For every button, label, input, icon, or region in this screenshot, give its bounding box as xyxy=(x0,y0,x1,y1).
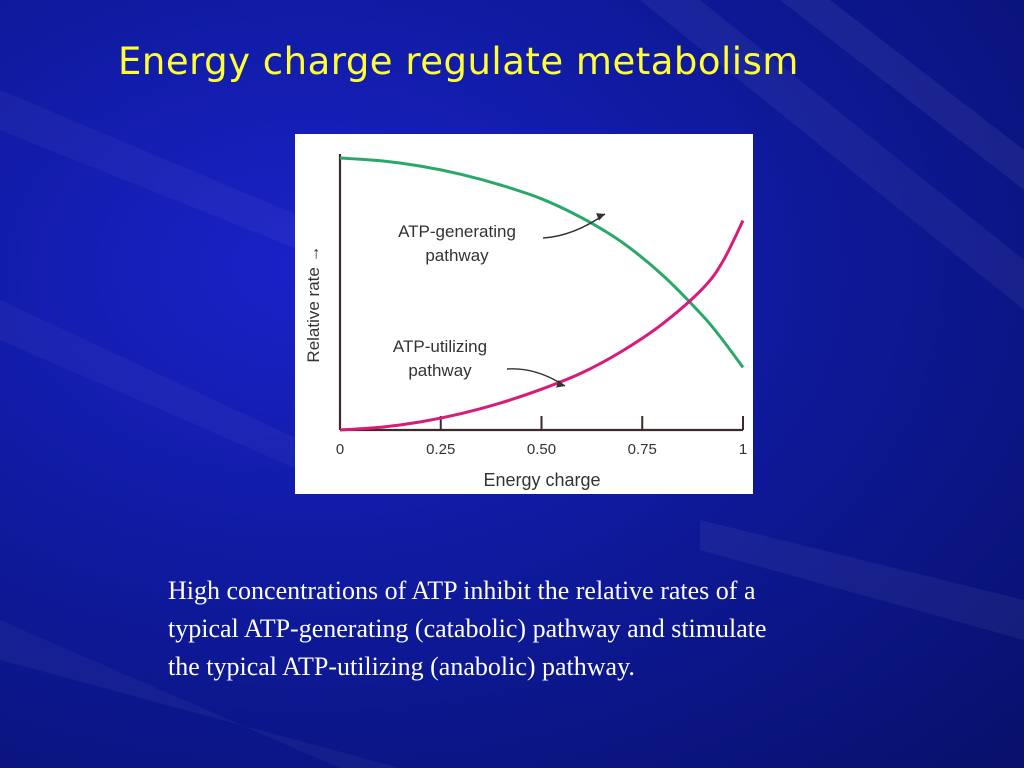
atp-generating-label: ATP-generating xyxy=(398,222,516,241)
x-tick-label: 0.50 xyxy=(527,441,556,458)
slide-caption: High concentrations of ATP inhibit the r… xyxy=(168,572,968,686)
atp-generating-curve xyxy=(339,156,745,369)
x-tick-label: 0.75 xyxy=(628,441,657,458)
annotation-arrowhead xyxy=(596,213,605,221)
annotation-arrowhead xyxy=(556,379,565,388)
x-axis-label: Energy charge xyxy=(483,470,600,490)
y-axis-label: Relative rate → xyxy=(304,245,323,362)
atp-utilizing-curve xyxy=(339,219,745,432)
energy-charge-chart: 0 0.25 0.50 0.75 1 Energy charge Relative rate… xyxy=(304,154,747,490)
x-tick-label: 0 xyxy=(336,441,344,458)
atp-utilizing-label: ATP-utilizing xyxy=(393,337,487,356)
chart-figure: 0 0.25 0.50 0.75 1 Energy charge Relative rate… xyxy=(295,134,753,494)
caption-line: the typical ATP-utilizing (anabolic) pat… xyxy=(168,652,635,681)
x-tick-label: 0.25 xyxy=(426,441,455,458)
atp-utilizing-label: pathway xyxy=(408,361,472,380)
caption-line: typical ATP-generating (catabolic) pathw… xyxy=(168,614,767,643)
slide-title: Energy charge regulate metabolism xyxy=(118,40,799,83)
caption-line: High concentrations of ATP inhibit the r… xyxy=(168,576,756,605)
atp-generating-label: pathway xyxy=(425,246,489,265)
x-tick-label: 1 xyxy=(739,441,747,458)
